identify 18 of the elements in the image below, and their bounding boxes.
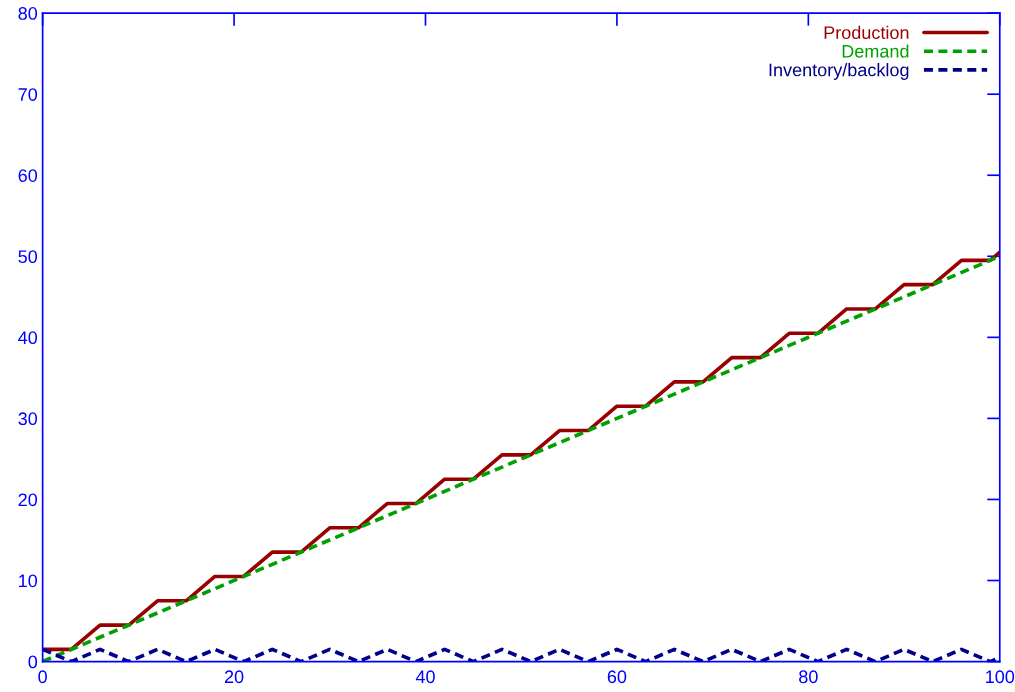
y-tick-label: 40 <box>18 331 38 345</box>
x-tick-label: 0 <box>38 670 47 684</box>
y-tick-label: 50 <box>18 250 38 264</box>
x-tick-label: 40 <box>415 670 435 684</box>
y-tick-label: 20 <box>18 493 38 507</box>
y-tick-label: 10 <box>19 574 38 588</box>
x-tick-label: 60 <box>607 670 627 684</box>
x-tick-label: 80 <box>799 670 818 684</box>
x-tick-label: 100 <box>986 670 1015 684</box>
y-tick-label: 70 <box>18 88 38 101</box>
x-tick-label: 20 <box>224 670 244 684</box>
y-tick-label: 80 <box>18 7 38 20</box>
y-tick-label: 0 <box>28 655 38 669</box>
legend-label: Demand <box>842 44 909 58</box>
y-tick-label: 60 <box>18 169 38 182</box>
legend-label: Inventory/backlog <box>769 63 909 80</box>
y-tick-label: 30 <box>18 412 38 426</box>
legend-label: Production <box>824 25 909 40</box>
